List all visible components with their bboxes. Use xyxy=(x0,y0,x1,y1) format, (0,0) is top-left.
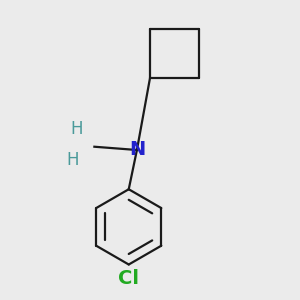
Text: H: H xyxy=(67,151,80,169)
Text: N: N xyxy=(129,140,145,160)
Text: H: H xyxy=(70,120,82,138)
Text: Cl: Cl xyxy=(118,269,139,288)
